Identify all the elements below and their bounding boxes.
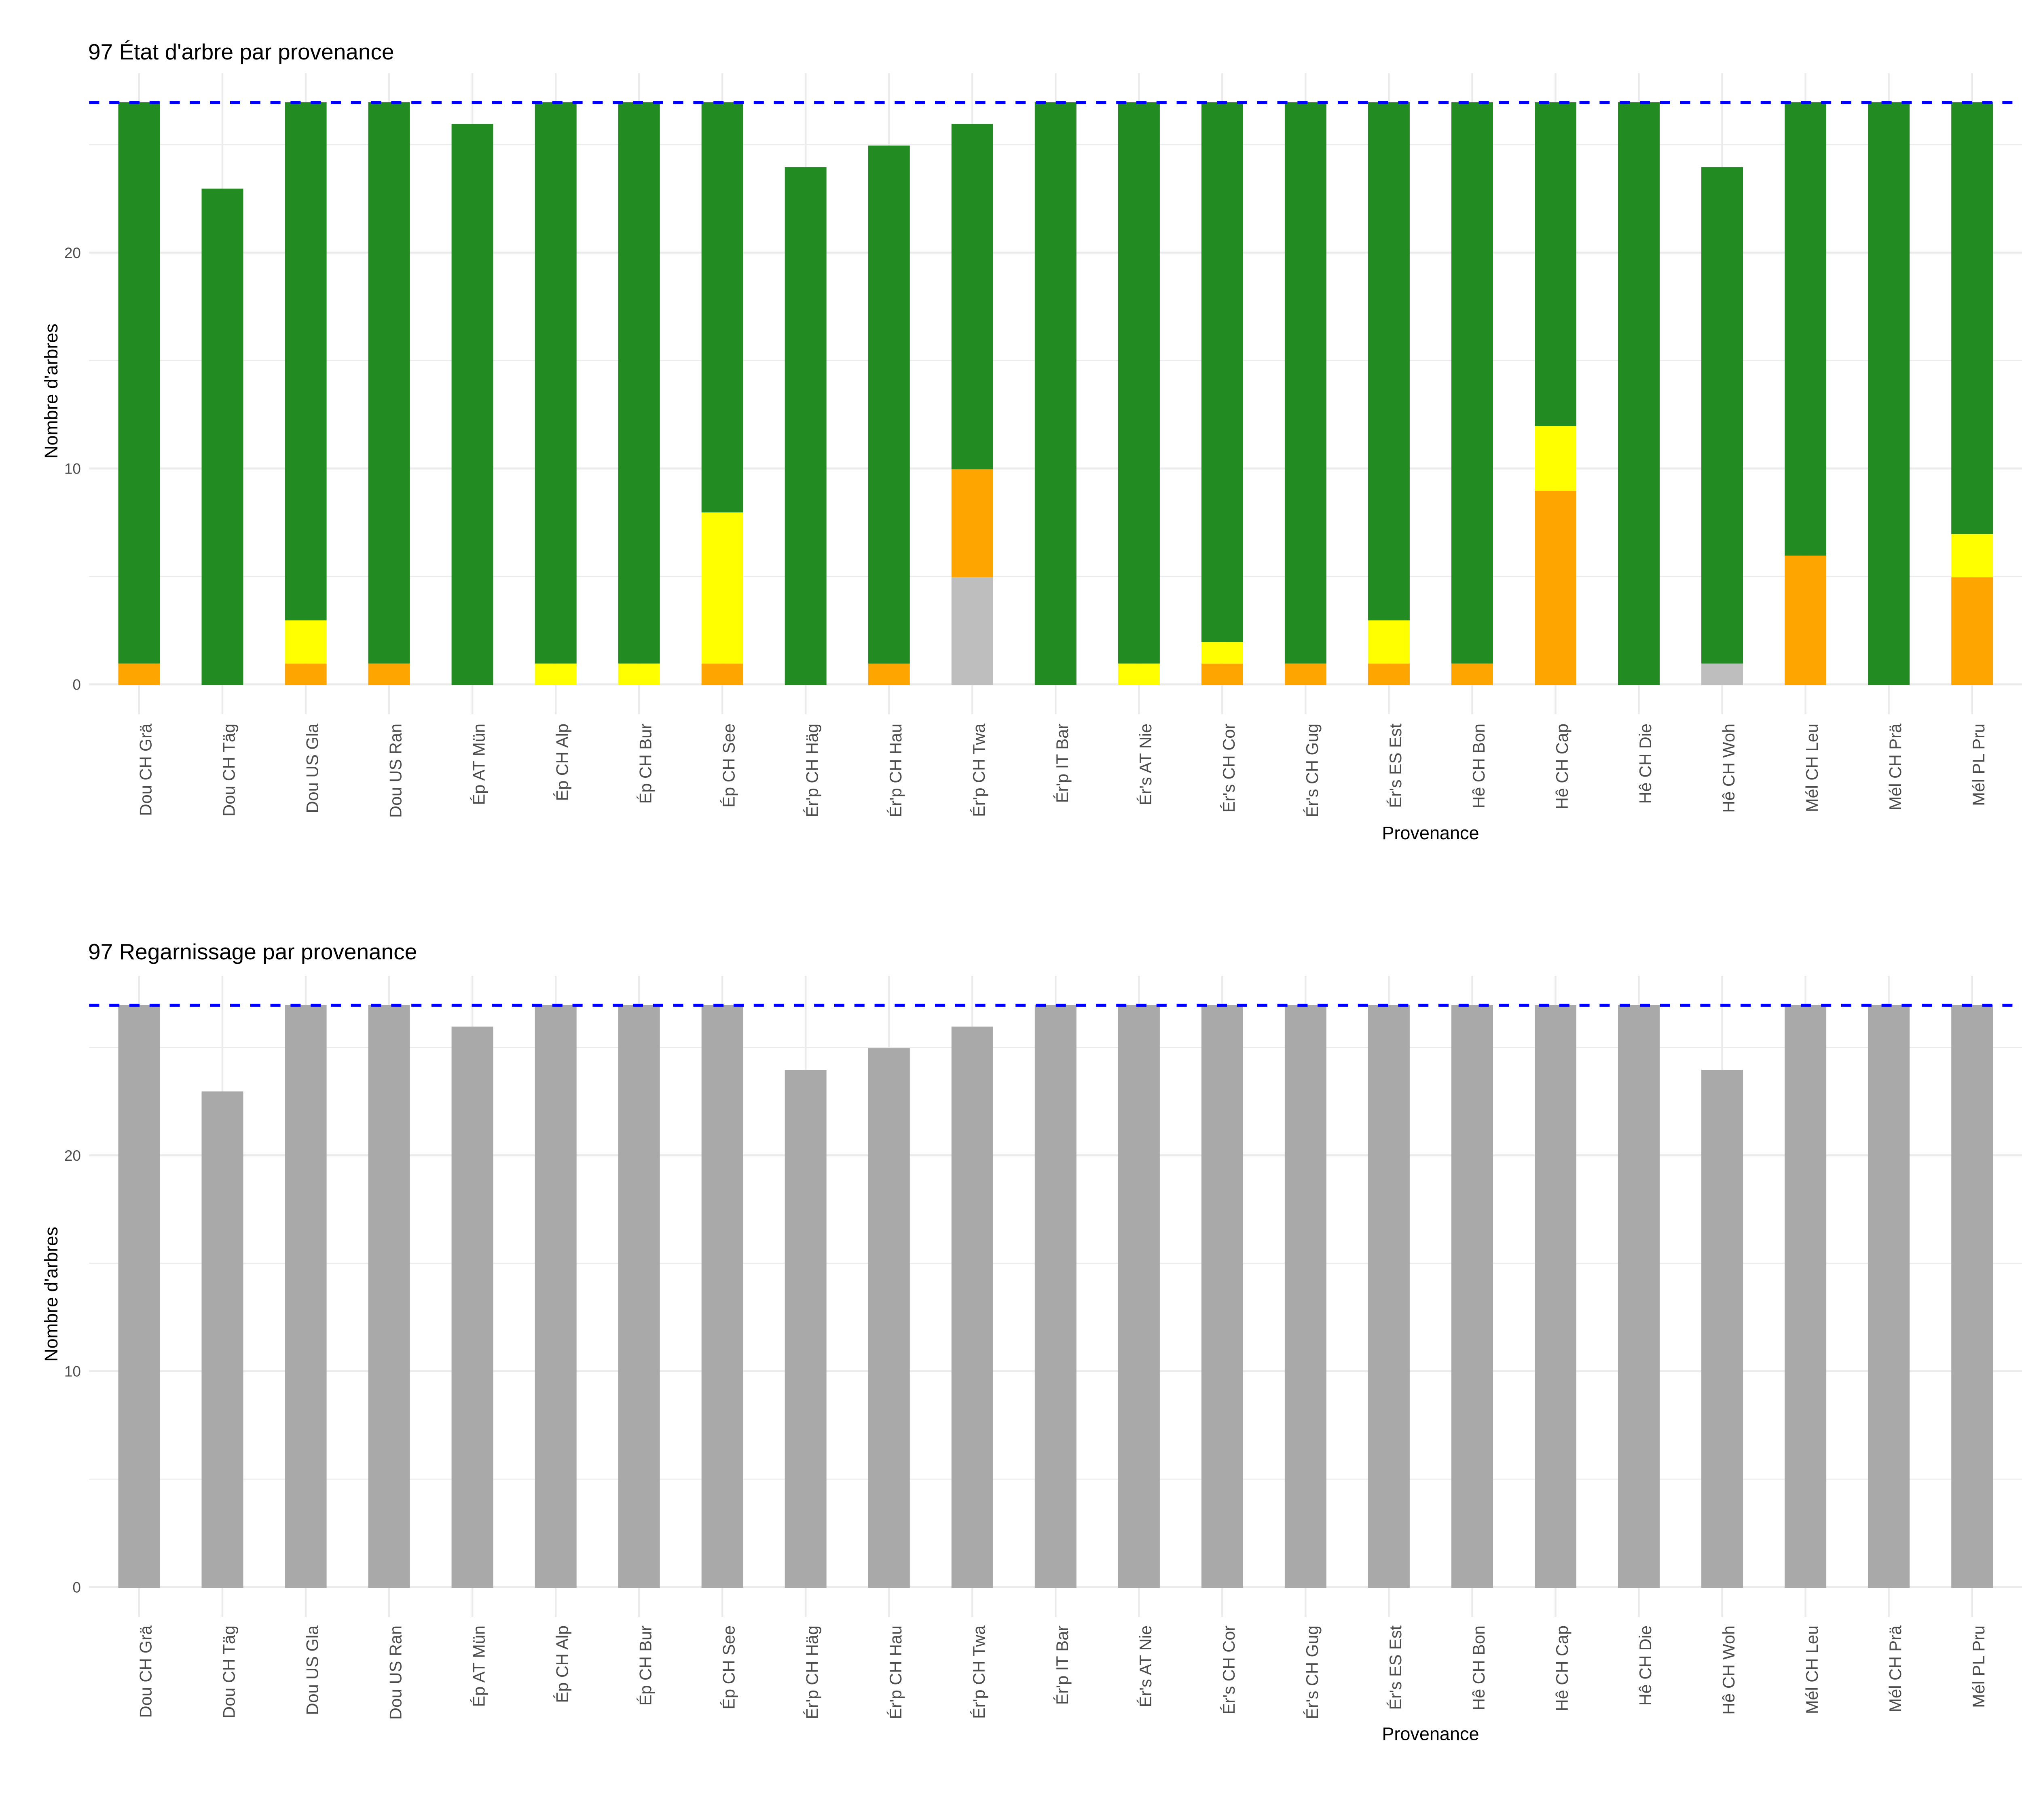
svg-text:Ér's CH Cor: Ér's CH Cor <box>1219 724 1238 813</box>
svg-text:Mél PL Pru: Mél PL Pru <box>1969 724 1988 806</box>
svg-text:Ér's CH Cor: Ér's CH Cor <box>1219 1625 1238 1714</box>
svg-text:20: 20 <box>64 1147 81 1164</box>
svg-text:Ép AT Mün: Ép AT Mün <box>470 724 489 805</box>
svg-text:Ép CH See: Ép CH See <box>719 724 738 808</box>
svg-text:Dou US Gla: Dou US Gla <box>303 1625 322 1715</box>
svg-text:Ér'p CH Twa: Ér'p CH Twa <box>969 723 988 817</box>
svg-text:Ér'p CH Twa: Ér'p CH Twa <box>969 1625 988 1719</box>
svg-text:Ér'p CH Häg: Ér'p CH Häg <box>803 724 822 817</box>
svg-text:Ér's ES Est: Ér's ES Est <box>1386 724 1405 808</box>
svg-text:0: 0 <box>72 676 81 693</box>
svg-text:Hê CH Cap: Hê CH Cap <box>1552 724 1571 809</box>
svg-text:Ér's ES Est: Ér's ES Est <box>1386 1625 1405 1710</box>
svg-text:Hê CH Woh: Hê CH Woh <box>1719 724 1738 813</box>
svg-text:Ép CH Alp: Ép CH Alp <box>553 724 572 801</box>
svg-text:Hê CH Cap: Hê CH Cap <box>1552 1625 1571 1711</box>
svg-text:Ér'p CH Hau: Ér'p CH Hau <box>886 724 905 817</box>
svg-text:Ép CH Bur: Ép CH Bur <box>636 1625 655 1706</box>
svg-text:Ér'p CH Häg: Ér'p CH Häg <box>803 1625 822 1719</box>
svg-text:Hê CH Die: Hê CH Die <box>1636 724 1655 804</box>
svg-text:Hê CH Die: Hê CH Die <box>1636 1625 1655 1706</box>
svg-text:Dou CH Grä: Dou CH Grä <box>136 723 155 816</box>
svg-text:Dou CH Grä: Dou CH Grä <box>136 1625 155 1718</box>
svg-text:Hê CH Bon: Hê CH Bon <box>1469 724 1488 808</box>
svg-text:Ér's CH Gug: Ér's CH Gug <box>1303 1625 1322 1719</box>
svg-text:10: 10 <box>64 461 81 477</box>
svg-text:20: 20 <box>64 245 81 261</box>
svg-text:Provenance: Provenance <box>1382 823 1479 843</box>
svg-text:Hê CH Bon: Hê CH Bon <box>1469 1625 1488 1710</box>
svg-text:Ép AT Mün: Ép AT Mün <box>470 1625 489 1707</box>
svg-text:Dou CH Täg: Dou CH Täg <box>220 724 239 817</box>
svg-text:Ér's AT Nie: Ér's AT Nie <box>1136 1625 1155 1707</box>
svg-text:Mél CH Leu: Mél CH Leu <box>1802 724 1821 812</box>
svg-text:Nombre d'arbres: Nombre d'arbres <box>41 1227 61 1362</box>
svg-text:Ér'p IT Bar: Ér'p IT Bar <box>1053 724 1072 803</box>
svg-text:Mél CH Prä: Mél CH Prä <box>1886 1625 1905 1712</box>
svg-text:Ép CH Bur: Ép CH Bur <box>636 724 655 804</box>
svg-text:Dou CH Täg: Dou CH Täg <box>220 1625 239 1718</box>
svg-text:Dou US Gla: Dou US Gla <box>303 723 322 813</box>
svg-text:10: 10 <box>64 1363 81 1380</box>
svg-text:Provenance: Provenance <box>1382 1724 1479 1744</box>
svg-text:Ép CH Alp: Ép CH Alp <box>553 1625 572 1703</box>
svg-text:Hê CH Woh: Hê CH Woh <box>1719 1625 1738 1715</box>
svg-text:Nombre d'arbres: Nombre d'arbres <box>41 324 61 459</box>
svg-text:Dou US Ran: Dou US Ran <box>386 1625 405 1720</box>
svg-text:Dou US Ran: Dou US Ran <box>386 724 405 818</box>
svg-text:97 État d'arbre par provenance: 97 État d'arbre par provenance <box>88 39 394 64</box>
svg-text:0: 0 <box>72 1579 81 1596</box>
svg-text:Ér'p IT Bar: Ér'p IT Bar <box>1053 1625 1072 1705</box>
svg-text:Ér's AT Nie: Ér's AT Nie <box>1136 724 1155 805</box>
svg-text:97 Regarnissage par provenance: 97 Regarnissage par provenance <box>88 939 417 964</box>
svg-text:Ép CH See: Ép CH See <box>719 1625 738 1710</box>
svg-text:Mél CH Leu: Mél CH Leu <box>1802 1625 1821 1714</box>
svg-text:Mél PL Pru: Mél PL Pru <box>1969 1625 1988 1708</box>
svg-text:Ér's CH Gug: Ér's CH Gug <box>1303 724 1322 817</box>
svg-text:Mél CH Prä: Mél CH Prä <box>1886 723 1905 810</box>
svg-text:Ér'p CH Hau: Ér'p CH Hau <box>886 1625 905 1719</box>
